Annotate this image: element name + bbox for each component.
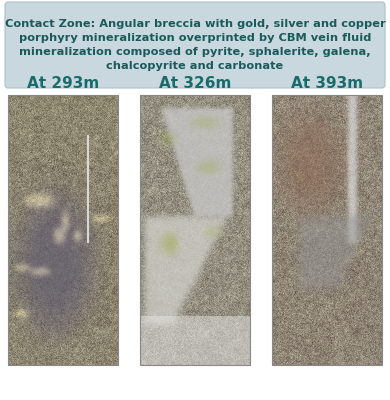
Bar (272, 95, 382, 365)
Text: Contact Zone: Angular breccia with gold, silver and copper
porphyry mineralizati: Contact Zone: Angular breccia with gold,… (5, 19, 385, 71)
Bar (118, 95, 140, 365)
Bar (250, 95, 272, 365)
Text: At 393m: At 393m (291, 76, 363, 91)
Text: At 326m: At 326m (159, 76, 231, 91)
Bar (8, 95, 118, 365)
Bar (140, 95, 250, 365)
Text: At 293m: At 293m (27, 76, 99, 91)
FancyBboxPatch shape (5, 2, 385, 88)
